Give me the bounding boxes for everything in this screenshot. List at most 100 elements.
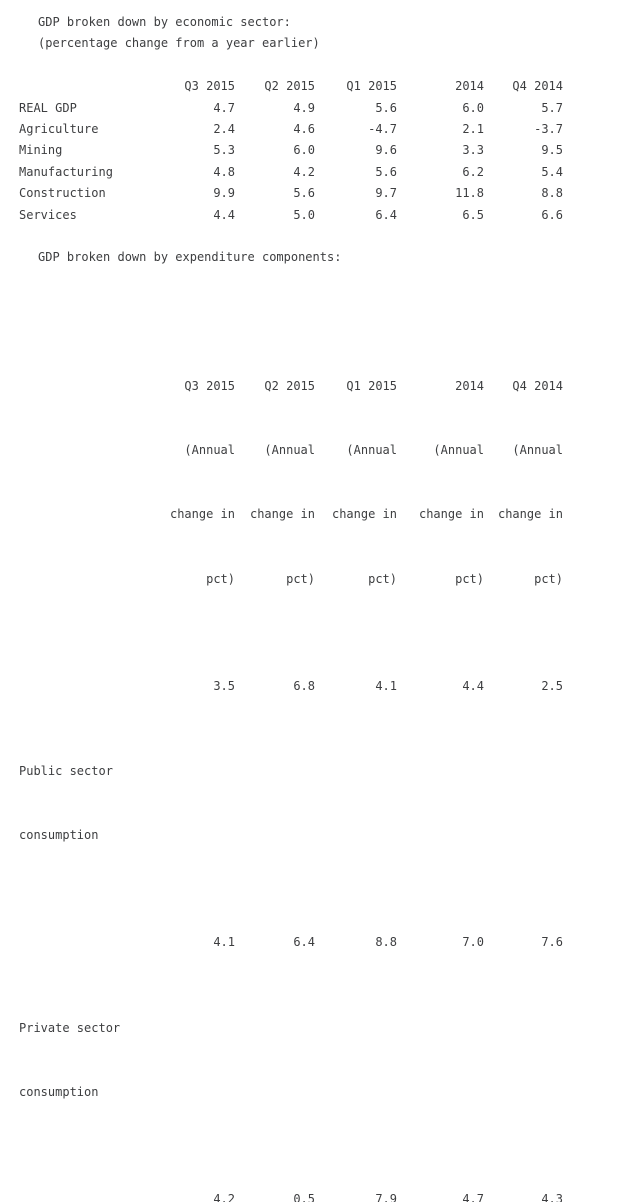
cell-value: 6.0	[462, 100, 484, 115]
column-header: 2014	[455, 79, 484, 94]
cell-value: -3.7	[534, 122, 563, 137]
cell-value: 8.8	[375, 935, 397, 950]
table-row: Private sector consumption 4.1 6.4 8.8 7…	[19, 932, 563, 1189]
table-row: Manufacturing 4.8 4.2 5.6 6.2 5.4	[19, 162, 563, 183]
header-line: (Annual	[184, 443, 235, 458]
row-label-lines: Private sector consumption	[19, 975, 162, 1146]
label-line: Public sector	[19, 764, 113, 779]
empty-header-cell	[19, 76, 162, 97]
table-row: Gross fixed capital formation 4.2 0.5 7.…	[19, 1189, 563, 1202]
table-row: Public sector consumption 3.5 6.8 4.1 4.…	[19, 676, 563, 933]
column-header: Q4 2014	[512, 79, 563, 94]
cell-value: 0.5	[293, 1192, 315, 1202]
cell-value: 9.6	[375, 143, 397, 158]
column-header: Q4 2014 (Annual change in pct)	[484, 290, 563, 675]
cell-value: 5.7	[541, 100, 563, 115]
header-line: pct)	[455, 571, 484, 586]
cell-value: 5.6	[375, 164, 397, 179]
header-line: pct)	[534, 571, 563, 586]
table-header-row: Q3 2015 Q2 2015 Q1 2015 2014 Q4 2014	[19, 76, 563, 97]
cell-value: 4.4	[462, 678, 484, 693]
header-line: pct)	[286, 571, 315, 586]
column-header-lines: Q1 2015 (Annual change in pct)	[315, 333, 397, 633]
cell-value: 4.1	[375, 678, 397, 693]
header-line: change in	[331, 507, 397, 522]
section-title: GDP broken down by expenditure component…	[38, 250, 342, 265]
header-line: 2014	[455, 378, 484, 393]
row-label: Manufacturing	[19, 164, 113, 179]
cell-value: 6.2	[462, 164, 484, 179]
cell-value: 4.6	[293, 122, 315, 137]
row-label: Agriculture	[19, 122, 99, 137]
table-row: REAL GDP 4.7 4.9 5.6 6.0 5.7	[19, 98, 563, 119]
blank-line	[19, 55, 620, 76]
cell-value: 2.1	[462, 122, 484, 137]
column-header-lines: Q3 2015 (Annual change in pct)	[162, 333, 235, 633]
column-header: Q1 2015	[346, 79, 397, 94]
section-economic-sector: GDP broken down by economic sector: (per…	[19, 12, 620, 226]
cell-value: 6.4	[293, 935, 315, 950]
header-line: change in	[249, 507, 315, 522]
section-title: GDP broken down by economic sector:	[38, 15, 291, 29]
cell-value: 4.8	[213, 164, 235, 179]
cell-value: 5.3	[213, 143, 235, 158]
label-line: Private sector	[19, 1021, 121, 1036]
row-label: Private sector consumption	[19, 932, 162, 1189]
column-header-lines: Q2 2015 (Annual change in pct)	[235, 333, 315, 633]
cell-value: 9.7	[375, 186, 397, 201]
row-label: REAL GDP	[19, 100, 77, 115]
column-header-lines: Q4 2014 (Annual change in pct)	[484, 333, 563, 633]
cell-value: 2.4	[213, 122, 235, 137]
column-header: Q2 2015 (Annual change in pct)	[235, 290, 315, 675]
cell-value: 7.9	[375, 1192, 397, 1202]
cell-value: 6.8	[293, 678, 315, 693]
header-line: (Annual	[346, 443, 397, 458]
table-header-row: Q3 2015 (Annual change in pct) Q2 2015 (…	[19, 290, 563, 675]
cell-value: 4.7	[213, 100, 235, 115]
header-line: Q3 2015	[184, 378, 235, 393]
cell-value: 4.1	[213, 935, 235, 950]
blank-line	[19, 269, 620, 290]
label-line: consumption	[19, 1085, 99, 1100]
row-label-lines: Public sector consumption	[19, 718, 162, 889]
cell-value: 4.9	[293, 100, 315, 115]
header-line: Q1 2015	[346, 378, 397, 393]
section-subtitle: (percentage change from a year earlier)	[38, 36, 320, 51]
gdp-expenditure-table: Q3 2015 (Annual change in pct) Q2 2015 (…	[19, 290, 563, 1202]
header-line: pct)	[206, 571, 235, 586]
cell-value: 4.2	[213, 1192, 235, 1202]
cell-value: 3.5	[213, 678, 235, 693]
header-line: Q2 2015	[264, 378, 315, 393]
cell-value: -4.7	[368, 122, 397, 137]
header-line: change in	[418, 507, 484, 522]
cell-value: 7.0	[462, 935, 484, 950]
cell-value: 8.8	[541, 186, 563, 201]
column-header-lines: 2014 (Annual change in pct)	[397, 333, 484, 633]
table-row: Services 4.4 5.0 6.4 6.5 6.6	[19, 205, 563, 226]
cell-value: 9.5	[541, 143, 563, 158]
column-header: Q3 2015	[184, 79, 235, 94]
cell-value: 4.3	[541, 1192, 563, 1202]
column-header: 2014 (Annual change in pct)	[397, 290, 484, 675]
table-row: Mining 5.3 6.0 9.6 3.3 9.5	[19, 140, 563, 161]
cell-value: 6.0	[293, 143, 315, 158]
cell-value: 6.4	[375, 207, 397, 222]
row-label: Mining	[19, 143, 63, 158]
cell-value: 5.6	[293, 186, 315, 201]
cell-value: 7.6	[541, 935, 563, 950]
header-line: change in	[497, 507, 563, 522]
column-header: Q1 2015 (Annual change in pct)	[315, 290, 397, 675]
cell-value: 3.3	[462, 143, 484, 158]
cell-value: 6.5	[462, 207, 484, 222]
cell-value: 4.4	[213, 207, 235, 222]
table-row: Agriculture 2.4 4.6 -4.7 2.1 -3.7	[19, 119, 563, 140]
header-line: (Annual	[433, 443, 484, 458]
gdp-sector-table: Q3 2015 Q2 2015 Q1 2015 2014 Q4 2014 REA…	[19, 76, 563, 226]
header-line: pct)	[368, 571, 397, 586]
header-line: (Annual	[264, 443, 315, 458]
section-expenditure-components: GDP broken down by expenditure component…	[19, 247, 620, 1202]
cell-value: 9.9	[213, 186, 235, 201]
column-header: Q3 2015 (Annual change in pct)	[162, 290, 235, 675]
cell-value: 5.4	[541, 164, 563, 179]
header-line: Q4 2014	[512, 378, 563, 393]
